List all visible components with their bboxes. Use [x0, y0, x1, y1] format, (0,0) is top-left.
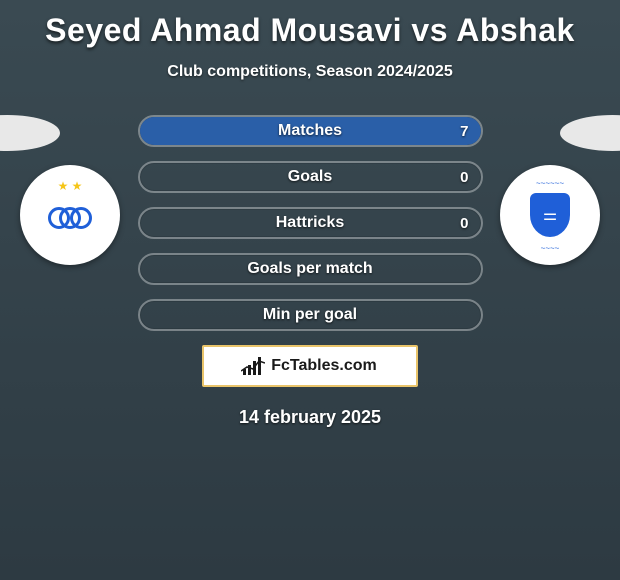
stat-rows: Matches 7 Goals 0 Hattricks 0 Goals per match M… [138, 115, 483, 331]
club-script-top-icon: ~~~~~~ [518, 179, 582, 203]
comparison-area: ★ ★ ~~~~~~ ⚌ ~~~~ Matches7Goals0Hattrick… [0, 115, 620, 428]
brand-box: FcTables.com [202, 345, 418, 387]
stat-label: Goals [288, 168, 332, 186]
stat-value-right: 0 [460, 169, 468, 186]
club-script-bottom-icon: ~~~~ [541, 244, 560, 253]
stat-label: Goals per match [247, 260, 372, 278]
club-stars-icon: ★ ★ [58, 179, 83, 193]
stat-label: Matches [278, 122, 342, 140]
stat-row: Min per goal [138, 299, 483, 331]
page-subtitle: Club competitions, Season 2024/2025 [0, 63, 620, 81]
brand-text: FcTables.com [271, 357, 377, 375]
left-club-badge: ★ ★ [20, 165, 120, 265]
stat-value-right: 7 [460, 123, 468, 140]
stat-value-right: 0 [460, 215, 468, 232]
stat-row: Hattricks 0 [138, 207, 483, 239]
right-club-badge: ~~~~~~ ⚌ ~~~~ [500, 165, 600, 265]
stat-row: Goals per match [138, 253, 483, 285]
stat-label: Hattricks [276, 214, 344, 232]
stat-row: Matches 7 [138, 115, 483, 147]
left-country-flag [0, 115, 60, 151]
stat-row: Goals 0 [138, 161, 483, 193]
esteghlal-rings-icon [48, 205, 92, 231]
right-country-flag [560, 115, 620, 151]
stat-label: Min per goal [263, 306, 357, 324]
page-title: Seyed Ahmad Mousavi vs Abshak [0, 0, 620, 49]
brand-chart-icon [243, 357, 265, 375]
footer-date: 14 february 2025 [0, 407, 620, 428]
